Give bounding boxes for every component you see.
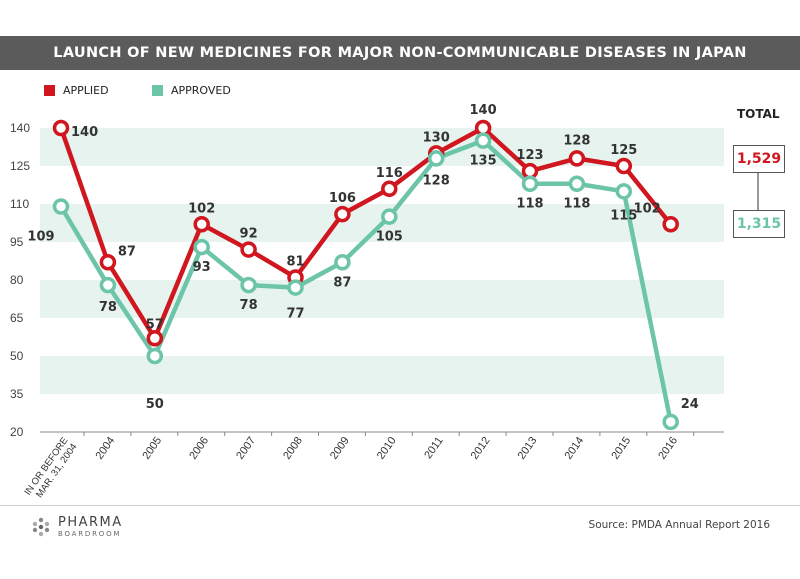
data-point-applied	[193, 216, 210, 233]
x-tick-label: 2005	[140, 435, 164, 462]
legend-approved-swatch	[152, 85, 163, 96]
data-point-approved	[146, 347, 164, 365]
data-label-approved: 87	[333, 275, 351, 290]
pharma-boardroom-logo: PHARMA BOARDROOM	[30, 516, 123, 538]
data-label-applied: 128	[563, 133, 590, 148]
data-point-applied	[568, 150, 586, 167]
legend-approved-label: APPROVED	[171, 84, 231, 97]
data-point-applied	[615, 157, 633, 175]
logo-name: PHARMA	[58, 515, 123, 530]
data-label-applied: 57	[146, 317, 164, 332]
data-label-approved: 78	[240, 298, 258, 313]
data-label-approved: 105	[376, 230, 403, 245]
data-point-approved	[193, 238, 210, 256]
x-tick-label: 2011	[422, 435, 445, 461]
data-point-approved	[662, 413, 679, 431]
data-label-approved: 24	[681, 397, 699, 412]
total-approved-value: 1,315	[736, 216, 782, 232]
y-tick-label: 35	[10, 387, 24, 401]
x-tick-label: 2010	[375, 435, 399, 462]
data-point-approved	[474, 132, 492, 149]
y-tick-label: 80	[10, 273, 24, 287]
x-tick-label: 2006	[187, 435, 211, 462]
data-label-approved: 128	[423, 173, 450, 188]
legend-approved: APPROVED	[152, 84, 231, 97]
x-tick-label: 2015	[609, 435, 633, 462]
data-point-approved	[334, 254, 351, 271]
data-label-applied: 140	[71, 125, 98, 140]
x-tick-label: IN OR BEFOREMAR. 31, 2004	[22, 435, 79, 503]
data-label-applied: 140	[470, 103, 497, 118]
data-label-approved: 78	[99, 300, 117, 315]
data-label-approved: 115	[610, 208, 637, 223]
x-tick-label: 2014	[562, 435, 586, 462]
total-applied-box: 1,529	[733, 145, 785, 173]
x-tick-label: 2013	[516, 435, 540, 462]
data-point-applied	[146, 330, 164, 347]
data-point-applied	[334, 205, 351, 223]
y-tick-label: 125	[10, 159, 30, 173]
data-point-applied	[381, 180, 398, 198]
data-point-approved	[381, 208, 398, 225]
y-tick-label: 50	[10, 349, 24, 363]
legend-applied-label: APPLIED	[63, 84, 109, 97]
total-approved-box: 1,315	[733, 210, 785, 238]
data-point-approved	[427, 150, 445, 167]
data-point-approved	[521, 175, 539, 192]
source-note: Source: PMDA Annual Report 2016	[588, 519, 770, 531]
y-tick-label: 95	[10, 235, 24, 249]
data-label-approved: 109	[27, 230, 54, 245]
grid-band	[40, 280, 724, 318]
data-point-approved	[240, 276, 257, 294]
grid-band	[40, 356, 724, 394]
data-point-approved	[52, 198, 70, 215]
x-tick-label: 2007	[234, 435, 258, 462]
logo-subtitle: BOARDROOM	[58, 530, 122, 538]
total-label: TOTAL	[737, 107, 780, 121]
data-label-applied: 102	[634, 201, 661, 216]
data-point-applied	[662, 216, 679, 233]
y-tick-label: 20	[10, 425, 24, 439]
x-tick-label: 2009	[328, 435, 352, 462]
data-label-approved: 77	[286, 307, 304, 322]
y-tick-label: 65	[10, 311, 24, 325]
x-tick-label: 2004	[93, 435, 117, 462]
data-label-approved: 118	[563, 197, 590, 212]
legend-applied-swatch	[44, 85, 55, 96]
data-point-applied	[99, 254, 117, 271]
data-point-approved	[615, 183, 633, 200]
y-tick-label: 110	[10, 197, 29, 211]
data-label-applied: 102	[188, 201, 215, 216]
total-applied-value: 1,529	[736, 151, 782, 167]
data-label-applied: 123	[516, 148, 543, 163]
data-point-approved	[99, 276, 117, 294]
x-tick-label: 2012	[469, 435, 493, 462]
data-label-approved: 135	[470, 154, 497, 169]
data-label-applied: 87	[118, 244, 136, 259]
data-label-applied: 116	[376, 166, 403, 181]
data-label-applied: 106	[329, 191, 356, 206]
chart-title: LAUNCH OF NEW MEDICINES FOR MAJOR NON-CO…	[0, 36, 800, 70]
data-point-approved	[568, 175, 586, 192]
data-point-applied	[52, 119, 70, 137]
data-label-applied: 130	[423, 130, 450, 145]
data-point-applied	[240, 241, 257, 258]
data-label-approved: 118	[516, 197, 543, 212]
legend-applied: APPLIED	[44, 84, 109, 97]
data-label-approved: 50	[146, 397, 164, 412]
data-label-approved: 93	[193, 260, 211, 275]
data-label-applied: 125	[610, 143, 637, 158]
data-point-approved	[287, 279, 304, 296]
logo-dots-icon	[32, 517, 50, 537]
data-label-applied: 81	[286, 254, 304, 269]
grid-band	[40, 128, 724, 166]
footer-divider	[0, 505, 800, 506]
data-label-applied: 92	[240, 227, 258, 242]
y-tick-label: 140	[10, 121, 30, 135]
x-tick-label: 2016	[656, 435, 680, 462]
x-tick-label: 2008	[281, 435, 305, 462]
